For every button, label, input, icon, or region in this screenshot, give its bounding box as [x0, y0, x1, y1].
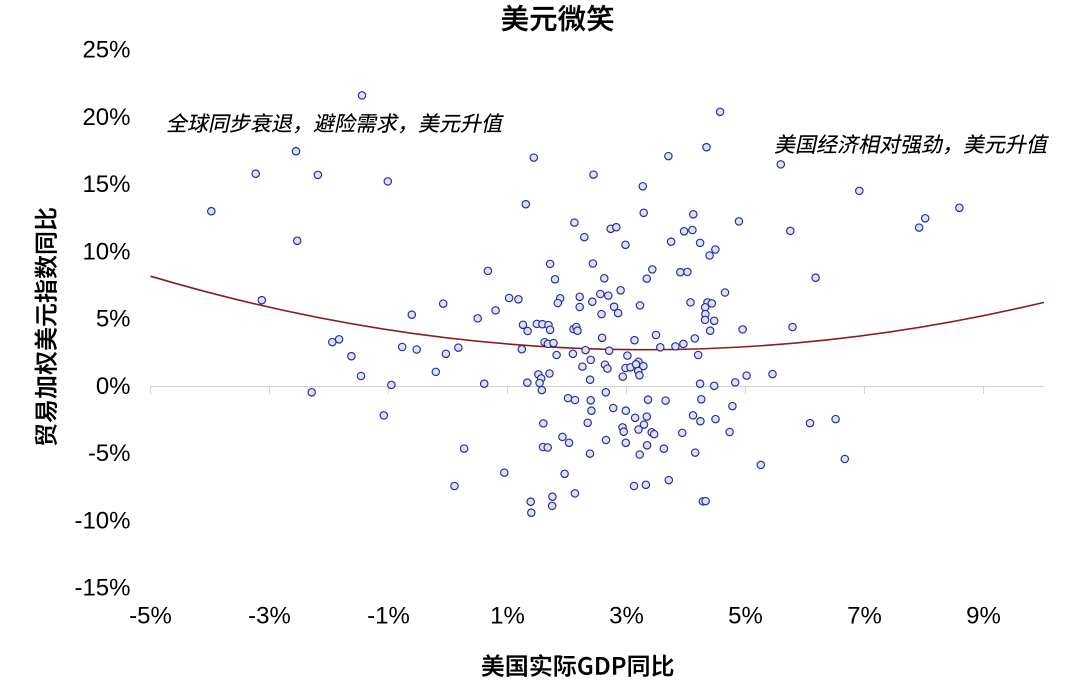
svg-text:-5%: -5% — [88, 440, 131, 467]
svg-text:0%: 0% — [96, 373, 131, 400]
svg-text:1%: 1% — [490, 603, 525, 630]
svg-text:10%: 10% — [82, 238, 130, 265]
svg-text:-5%: -5% — [129, 603, 172, 630]
svg-text:20%: 20% — [82, 104, 130, 131]
svg-text:-15%: -15% — [74, 575, 130, 602]
svg-text:7%: 7% — [847, 603, 882, 630]
svg-text:5%: 5% — [96, 306, 131, 333]
svg-text:-1%: -1% — [367, 603, 410, 630]
svg-text:3%: 3% — [609, 603, 644, 630]
svg-text:9%: 9% — [966, 603, 1001, 630]
svg-text:5%: 5% — [728, 603, 763, 630]
svg-text:15%: 15% — [82, 171, 130, 198]
svg-text:-10%: -10% — [74, 507, 130, 534]
svg-text:25%: 25% — [82, 37, 130, 64]
svg-text:-3%: -3% — [248, 603, 291, 630]
